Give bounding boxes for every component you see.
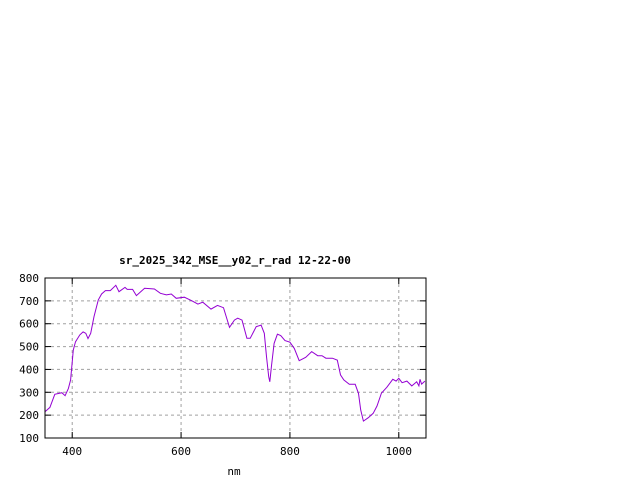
y-tick-label: 500: [19, 341, 39, 354]
series-line: [44, 284, 426, 422]
y-tick-label: 100: [19, 432, 39, 445]
y-tick-label: 700: [19, 295, 39, 308]
y-tick-label: 400: [19, 363, 39, 376]
chart-title: sr_2025_342_MSE__y02_r_rad 12-22-00: [119, 254, 351, 267]
y-tick-label: 200: [19, 409, 39, 422]
y-tick-label: 800: [19, 272, 39, 285]
x-tick-label: 800: [280, 445, 300, 458]
plot-border: [44, 277, 427, 439]
y-tick-label: 600: [19, 318, 39, 331]
y-tick-label: 300: [19, 386, 39, 399]
x-tick-label: 1000: [386, 445, 413, 458]
x-tick-label: 600: [171, 445, 191, 458]
x-tick-label: 400: [62, 445, 82, 458]
x-axis-label: nm: [227, 465, 241, 478]
